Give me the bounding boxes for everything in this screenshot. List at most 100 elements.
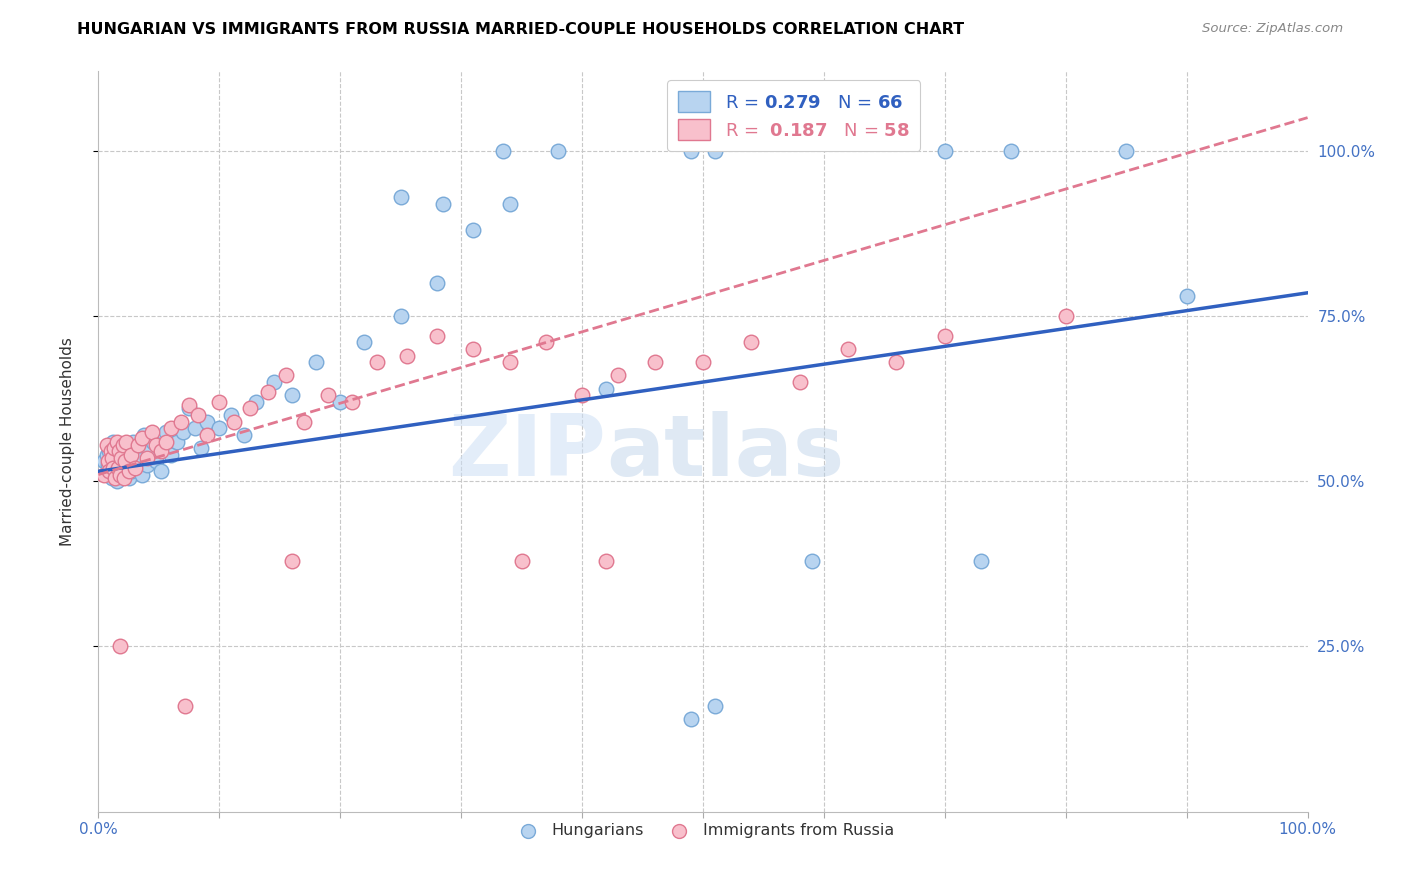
Point bbox=[150, 464, 173, 478]
Point bbox=[281, 553, 304, 567]
Point bbox=[101, 461, 124, 475]
Point bbox=[970, 553, 993, 567]
Text: Source: ZipAtlas.com: Source: ZipAtlas.com bbox=[1202, 22, 1343, 36]
Point bbox=[595, 553, 617, 567]
Point bbox=[141, 425, 163, 439]
Point bbox=[607, 368, 630, 383]
Point bbox=[128, 438, 150, 452]
Point bbox=[886, 355, 908, 369]
Point bbox=[1175, 289, 1198, 303]
Point bbox=[155, 425, 177, 439]
Point bbox=[150, 444, 173, 458]
Point bbox=[837, 342, 859, 356]
Point bbox=[426, 276, 449, 290]
Point bbox=[595, 382, 617, 396]
Point bbox=[1054, 309, 1077, 323]
Point bbox=[934, 328, 956, 343]
Point bbox=[98, 464, 121, 478]
Point bbox=[142, 434, 165, 449]
Point bbox=[127, 438, 149, 452]
Point bbox=[112, 458, 135, 472]
Point bbox=[115, 434, 138, 449]
Point bbox=[190, 441, 212, 455]
Point bbox=[740, 335, 762, 350]
Point bbox=[93, 467, 115, 482]
Point bbox=[111, 438, 134, 452]
Point bbox=[124, 458, 146, 472]
Point bbox=[145, 438, 167, 452]
Point bbox=[800, 553, 823, 567]
Point bbox=[498, 355, 520, 369]
Text: ZIP: ZIP bbox=[449, 411, 606, 494]
Point bbox=[263, 375, 285, 389]
Point bbox=[118, 454, 141, 468]
Point bbox=[155, 434, 177, 449]
Point bbox=[292, 415, 315, 429]
Point bbox=[124, 461, 146, 475]
Point bbox=[114, 454, 136, 468]
Point bbox=[160, 448, 183, 462]
Point bbox=[342, 395, 364, 409]
Point bbox=[644, 355, 666, 369]
Point bbox=[432, 196, 454, 211]
Point bbox=[96, 438, 118, 452]
Point bbox=[100, 467, 122, 482]
Point bbox=[179, 398, 201, 412]
Point bbox=[184, 421, 207, 435]
Point bbox=[100, 451, 122, 466]
Point bbox=[97, 458, 120, 472]
Point bbox=[221, 408, 243, 422]
Point bbox=[98, 444, 121, 458]
Point bbox=[426, 328, 449, 343]
Point bbox=[108, 640, 131, 654]
Point bbox=[105, 474, 128, 488]
Point bbox=[547, 144, 569, 158]
Point bbox=[305, 355, 328, 369]
Point bbox=[120, 448, 142, 462]
Point bbox=[100, 471, 122, 485]
Point bbox=[329, 395, 352, 409]
Point bbox=[179, 401, 201, 416]
Point bbox=[100, 444, 122, 458]
Point bbox=[120, 444, 142, 458]
Y-axis label: Married-couple Households: Married-couple Households bbox=[60, 337, 75, 546]
Point bbox=[498, 196, 520, 211]
Point bbox=[174, 698, 197, 713]
Point bbox=[274, 368, 297, 383]
Point bbox=[105, 434, 128, 449]
Point bbox=[353, 335, 375, 350]
Point bbox=[510, 553, 533, 567]
Legend: Hungarians, Immigrants from Russia: Hungarians, Immigrants from Russia bbox=[505, 817, 901, 845]
Point bbox=[463, 342, 485, 356]
Point bbox=[135, 451, 157, 466]
Point bbox=[135, 458, 157, 472]
Point bbox=[679, 144, 702, 158]
Point bbox=[534, 335, 557, 350]
Point bbox=[187, 408, 209, 422]
Point bbox=[114, 448, 136, 462]
Point bbox=[101, 461, 124, 475]
Point bbox=[704, 144, 727, 158]
Point bbox=[395, 349, 418, 363]
Point bbox=[389, 190, 412, 204]
Point bbox=[100, 438, 122, 452]
Point bbox=[169, 415, 191, 429]
Text: atlas: atlas bbox=[606, 411, 845, 494]
Point bbox=[107, 448, 129, 462]
Point bbox=[789, 375, 811, 389]
Point bbox=[105, 441, 128, 455]
Point bbox=[222, 415, 245, 429]
Point bbox=[160, 421, 183, 435]
Point bbox=[104, 451, 127, 466]
Point bbox=[692, 355, 714, 369]
Point bbox=[118, 464, 141, 478]
Point bbox=[366, 355, 388, 369]
Point bbox=[166, 434, 188, 449]
Point bbox=[108, 444, 131, 458]
Point bbox=[101, 434, 124, 449]
Point bbox=[145, 454, 167, 468]
Point bbox=[122, 434, 145, 449]
Point bbox=[172, 425, 194, 439]
Point bbox=[138, 444, 160, 458]
Point bbox=[117, 438, 139, 452]
